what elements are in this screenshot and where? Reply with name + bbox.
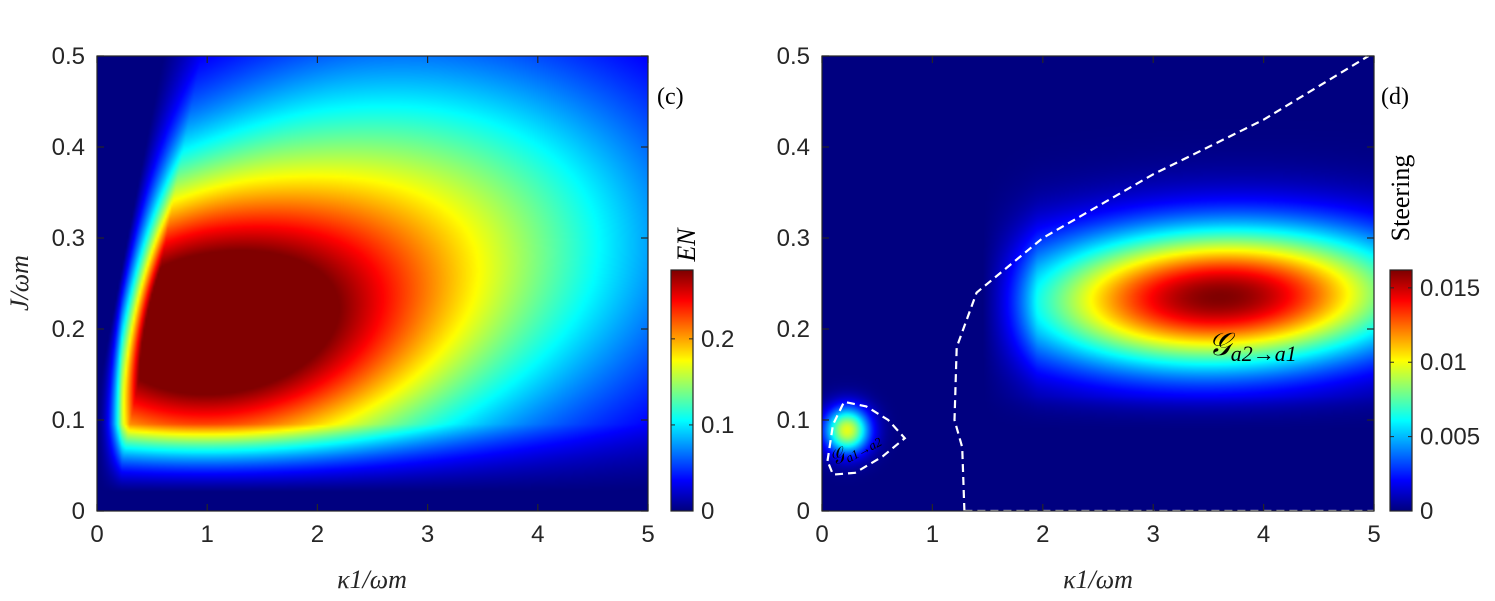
panel-d-xlabel: κ1/ωm [1063, 565, 1133, 594]
panel-c-xtick-label: 1 [201, 521, 214, 548]
panel-d-colorbar-ticks: 0 0.005 0.01 0.015 [1390, 275, 1480, 525]
panel-d-cbar-tick-label: 0 [1420, 498, 1433, 525]
panel-d-axes-frame [821, 55, 1375, 512]
panel-c-colorbar-ticks: 0 0.1 0.2 [671, 326, 734, 525]
panel-c-ytick-label: 0.1 [52, 407, 85, 434]
panel-c-ticks: 0 1 2 3 4 5 0 0.1 0.2 0.3 0.4 0.5 [52, 43, 655, 548]
panel-d-xtick-label: 3 [1147, 521, 1160, 548]
panel-d-xtick-label: 2 [1036, 521, 1049, 548]
panel-d-ytick-label: 0.4 [777, 134, 810, 161]
panel-d-ytick-label: 0.1 [777, 407, 810, 434]
panel-c-label: (c) [657, 84, 684, 110]
panel-d-ytick-label: 0 [797, 498, 810, 525]
panel-c-xtick-label: 2 [311, 521, 324, 548]
panel-c-colorbar-frame [670, 269, 694, 512]
panel-d-colorbar-title: Steering [1386, 155, 1415, 242]
panel-c-colorbar-title: EN [672, 227, 701, 263]
panel-d-ticks: 0 1 2 3 4 5 0 0.1 0.2 0.3 0.4 0.5 [777, 43, 1381, 548]
panel-c-cbar-tick-label: 0 [701, 498, 714, 525]
entanglement-heatmap [97, 56, 648, 511]
panel-c: 0 1 2 3 4 500.10.20.30.40.5 (c) κ1/ωm J/ωm 00… [5, 43, 734, 594]
panel-d-colorbar-frame [1389, 269, 1413, 512]
panel-d-cbar-tick-label: 0.005 [1420, 424, 1480, 451]
panel-c-ytick-label: 0 [72, 498, 85, 525]
panel-d: 0 1 2 3 4 500.10.20.30.40.5 (d) κ1/ωm 𝒢a2→a1 … [777, 43, 1480, 594]
boundary-line-0 [953, 55, 1370, 512]
panel-c-xtick-label: 0 [90, 521, 103, 548]
panel-c-colorbar [671, 270, 693, 511]
panel-c-ytick-label: 0.3 [52, 225, 85, 252]
panel-d-xtick-label: 0 [815, 521, 828, 548]
panel-c-xlabel: κ1/ωm [337, 565, 407, 594]
panel-c-xtick-label: 4 [531, 521, 544, 548]
panel-d-ytick-label: 0.5 [777, 43, 810, 70]
panel-c-ytick-label: 0.5 [52, 43, 85, 70]
panel-d-colorbar [1390, 270, 1412, 511]
panel-d-xtick-label: 1 [926, 521, 939, 548]
panel-c-xtick-label: 5 [641, 521, 654, 548]
panel-c-ylabel: J/ωm [5, 255, 34, 311]
panel-c-axes-frame [96, 55, 649, 512]
panel-c-cbar-tick-label: 0.2 [701, 326, 734, 353]
region-label-a2-to-a1-sub: a2→a1 [1231, 341, 1297, 366]
panel-c-cbar-tick-label: 0.1 [701, 412, 734, 439]
boundary-line-2 [826, 400, 907, 476]
panel-c-ytick-label: 0.2 [52, 316, 85, 343]
panel-d-label: (d) [1381, 84, 1409, 110]
steering-heatmap [822, 56, 1374, 511]
panel-d-xtick-label: 4 [1257, 521, 1270, 548]
panel-d-cbar-tick-label: 0.015 [1420, 275, 1480, 302]
panel-c-xtick-label: 3 [421, 521, 434, 548]
panel-d-cbar-tick-label: 0.01 [1420, 349, 1467, 376]
panel-d-ytick-label: 0.2 [777, 316, 810, 343]
panel-d-ytick-label: 0.3 [777, 225, 810, 252]
panel-c-ytick-label: 0.4 [52, 134, 85, 161]
panel-d-xtick-label: 5 [1367, 521, 1380, 548]
